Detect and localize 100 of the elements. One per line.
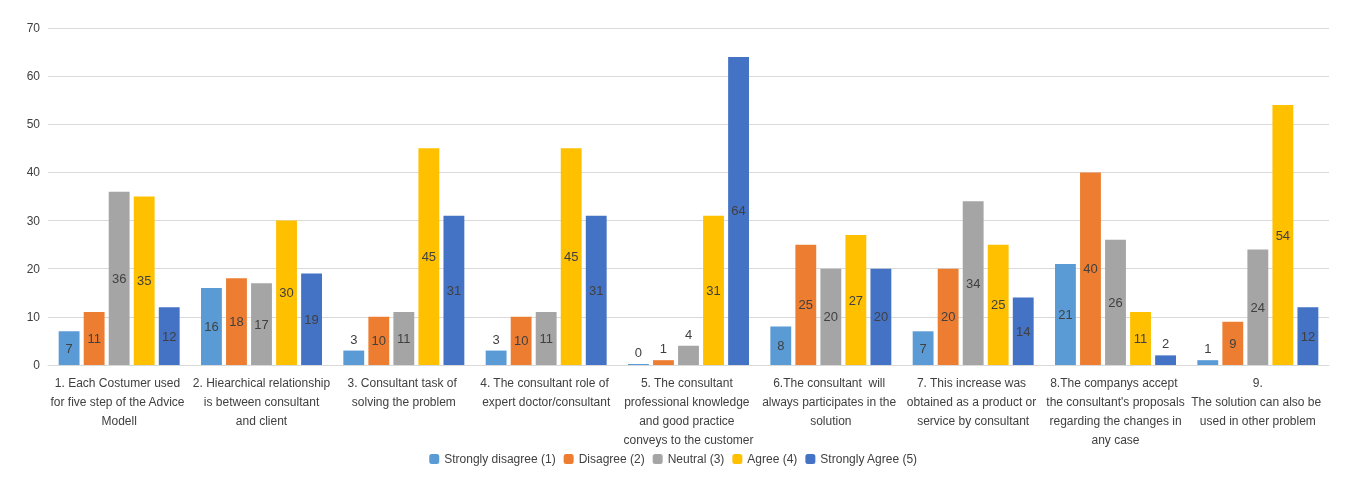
bar xyxy=(1080,172,1101,365)
bar xyxy=(443,215,465,365)
y-tick-label: 40 xyxy=(26,165,41,180)
data-label: 0 xyxy=(634,345,643,360)
data-label: 19 xyxy=(304,311,319,327)
data-label: 1 xyxy=(659,341,668,357)
bar xyxy=(845,235,867,365)
data-label: 14 xyxy=(1015,323,1031,339)
bar xyxy=(83,312,105,365)
bar xyxy=(987,244,1009,365)
bar xyxy=(1272,105,1294,365)
bar xyxy=(226,278,247,365)
data-label: 20 xyxy=(940,309,956,325)
bar xyxy=(301,273,322,365)
data-label: 17 xyxy=(254,316,269,332)
data-label: 27 xyxy=(848,292,864,308)
data-label: 35 xyxy=(136,273,152,289)
data-label: 11 xyxy=(87,331,101,347)
data-label: 20 xyxy=(873,309,889,325)
bar xyxy=(585,215,607,365)
y-tick-label: 30 xyxy=(26,213,41,228)
y-tick-label: 10 xyxy=(26,309,41,324)
bar xyxy=(1130,312,1151,365)
bar xyxy=(653,360,674,365)
data-label: 10 xyxy=(513,333,529,349)
data-label: 40 xyxy=(1083,261,1098,277)
x-tick-label: 9. The solution can also be used in other problem xyxy=(1191,375,1325,428)
data-label: 45 xyxy=(563,249,579,265)
data-label: 8 xyxy=(777,338,785,354)
bar xyxy=(1012,297,1034,365)
bar xyxy=(133,196,155,365)
x-tick-label: 6.The consultant will always participates in the solution xyxy=(762,375,900,428)
data-label: 1 xyxy=(1204,341,1212,357)
x-tick-label: 8.The companys accept the consultant's proposals regarding the changes in any case xyxy=(1046,375,1185,447)
bar xyxy=(795,244,817,365)
bar xyxy=(1247,249,1269,365)
data-label: 18 xyxy=(229,314,244,330)
bar xyxy=(560,148,582,365)
bar xyxy=(276,220,297,365)
y-tick-label: 50 xyxy=(26,117,41,132)
bar xyxy=(703,215,724,365)
bar xyxy=(912,331,934,365)
data-label: 26 xyxy=(1108,294,1123,310)
data-label: 2 xyxy=(1161,336,1170,352)
data-label: 25 xyxy=(798,297,814,313)
legend-label: Disagree (2) xyxy=(578,452,645,466)
x-tick-label: 2. Hiearchical relationship is between consultant and client xyxy=(192,375,331,428)
data-label: 24 xyxy=(1250,299,1266,315)
y-tick-label: 60 xyxy=(26,69,41,84)
y-tick-label: 0 xyxy=(33,358,41,372)
legend-label: Neutral (3) xyxy=(667,452,725,466)
bar xyxy=(770,326,792,365)
data-label: 54 xyxy=(1275,227,1291,243)
y-tick-label: 70 xyxy=(26,21,41,35)
data-label: 34 xyxy=(965,275,981,291)
data-label: 16 xyxy=(204,318,219,334)
data-label: 30 xyxy=(279,285,294,301)
bar xyxy=(58,331,80,365)
data-label: 7 xyxy=(65,340,73,356)
x-tick-label: 1. Each Costumer used for five step of the Advice Modell xyxy=(50,375,188,428)
data-label: 64 xyxy=(731,203,746,219)
bar xyxy=(343,350,365,365)
bar xyxy=(937,268,959,365)
data-label: 25 xyxy=(990,297,1006,313)
bar xyxy=(510,316,532,365)
bar xyxy=(678,345,699,365)
bar xyxy=(870,268,892,365)
legend-label: Strongly disagree (1) xyxy=(444,452,556,466)
data-label: 12 xyxy=(1300,328,1316,344)
bar xyxy=(535,312,557,365)
bar xyxy=(728,56,749,365)
data-label: 4 xyxy=(684,326,693,342)
x-tick-label: 7. This increase was obtained as a product or service by consultant xyxy=(906,375,1040,428)
bar xyxy=(1222,321,1244,365)
x-tick-label: 4. The consultant role of expert doctor/consultant xyxy=(480,375,613,409)
data-label: 45 xyxy=(421,249,437,265)
bar xyxy=(485,350,507,365)
bar xyxy=(1297,307,1319,365)
x-tick-label: 5. The consultant professional knowledge and good practice conveys to the customer xyxy=(623,375,754,447)
data-label: 31 xyxy=(588,282,604,298)
data-label: 31 xyxy=(446,282,462,298)
legend-label: Agree (4) xyxy=(747,452,798,466)
bar xyxy=(251,283,272,365)
data-label: 11 xyxy=(539,331,553,347)
bar xyxy=(368,316,390,365)
bar xyxy=(1155,355,1176,365)
data-label: 9 xyxy=(1229,335,1237,351)
data-label: 31 xyxy=(706,282,721,298)
x-tick-label: 3. Consultant task of solving the problem xyxy=(347,375,461,409)
bar xyxy=(158,307,180,365)
data-label: 11 xyxy=(1133,331,1148,347)
data-label: 7 xyxy=(919,340,927,356)
bar xyxy=(962,201,984,365)
bar xyxy=(820,268,842,365)
data-label: 21 xyxy=(1058,306,1073,322)
data-label: 3 xyxy=(350,331,358,347)
data-label: 3 xyxy=(492,331,500,347)
bar xyxy=(201,287,222,365)
data-label: 12 xyxy=(161,328,177,344)
data-label: 10 xyxy=(371,333,387,349)
